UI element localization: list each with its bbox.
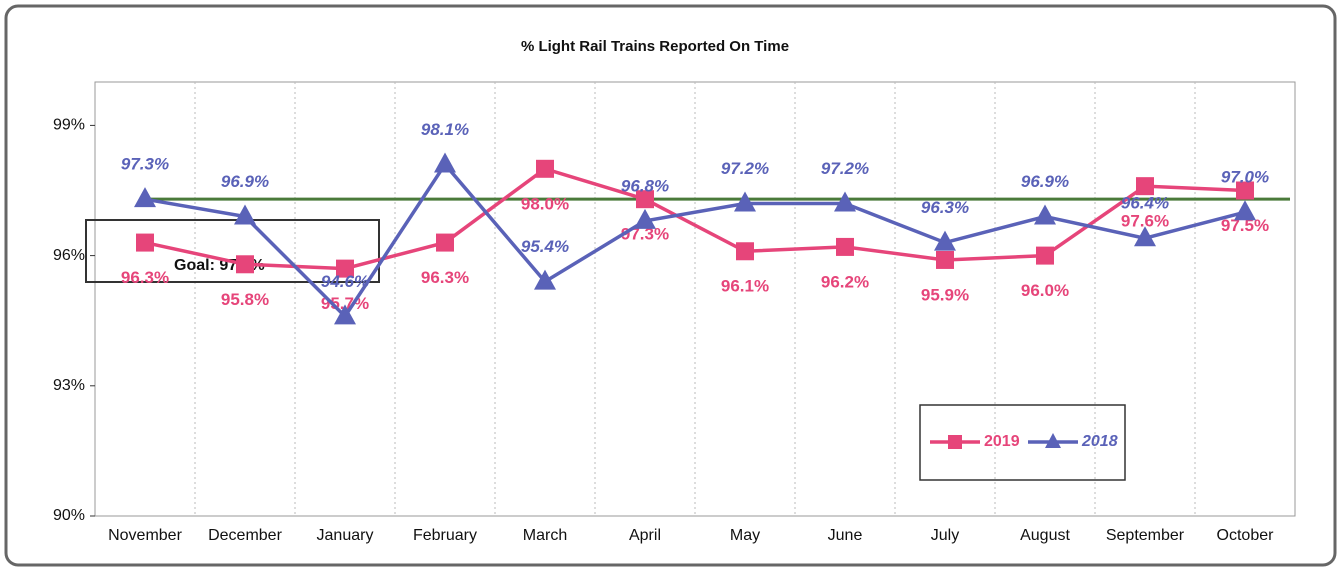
x-tick-label: March xyxy=(523,527,567,544)
data-label: 97.0% xyxy=(1221,168,1269,187)
point xyxy=(534,269,556,290)
point xyxy=(434,152,456,173)
data-label: 97.3% xyxy=(121,155,169,174)
legend-marker xyxy=(1045,433,1061,448)
point xyxy=(1234,200,1256,221)
x-tick-label: July xyxy=(931,527,959,544)
data-label: 96.3% xyxy=(121,268,169,287)
data-label: 97.6% xyxy=(1121,212,1169,231)
legend-label: 2019 xyxy=(984,433,1020,450)
point xyxy=(936,250,954,269)
data-label: 96.8% xyxy=(621,176,669,195)
data-label: 97.2% xyxy=(721,159,769,178)
point xyxy=(1034,204,1056,225)
y-tick-label: 93% xyxy=(53,377,85,394)
data-label: 98.1% xyxy=(421,120,469,139)
x-tick-label: August xyxy=(1020,527,1070,544)
y-tick-label: 99% xyxy=(53,117,85,134)
data-label: 95.8% xyxy=(221,290,269,309)
data-label: 96.3% xyxy=(421,268,469,287)
point xyxy=(934,230,956,251)
point xyxy=(1134,226,1156,247)
frame xyxy=(4,4,1337,567)
data-label: 98.0% xyxy=(521,194,569,213)
x-tick-label: September xyxy=(1106,527,1185,544)
point xyxy=(836,237,854,256)
point xyxy=(1036,246,1054,265)
goal-box xyxy=(85,219,380,283)
data-label: 97.2% xyxy=(821,159,869,178)
data-label: 94.6% xyxy=(321,272,369,291)
data-label: 96.2% xyxy=(821,272,869,291)
point xyxy=(634,208,656,229)
series-line xyxy=(144,161,1246,320)
point xyxy=(336,259,354,278)
data-label: 96.3% xyxy=(921,198,969,217)
x-tick-label: April xyxy=(629,527,661,544)
data-label: 96.9% xyxy=(1021,172,1069,191)
legend-marker xyxy=(948,435,962,449)
legend-label: 2018 xyxy=(1081,433,1118,450)
x-tick-label: June xyxy=(828,527,863,544)
x-tick-label: December xyxy=(208,527,282,544)
data-label: 96.0% xyxy=(1021,281,1069,300)
x-tick-label: February xyxy=(413,527,477,544)
point xyxy=(736,242,754,261)
x-tick-label: October xyxy=(1217,527,1275,544)
point xyxy=(1136,177,1154,196)
point xyxy=(636,190,654,209)
point xyxy=(234,204,256,225)
point xyxy=(334,304,356,325)
data-label: 96.1% xyxy=(721,277,769,296)
series-line xyxy=(144,166,1246,271)
point xyxy=(734,191,756,212)
point xyxy=(236,255,254,274)
point xyxy=(436,233,454,252)
data-label: 96.9% xyxy=(221,172,269,191)
x-tick-label: May xyxy=(730,527,760,544)
chart-title: % Light Rail Trains Reported On Time xyxy=(521,38,789,55)
y-tick-label: 90% xyxy=(53,507,85,524)
legend-box xyxy=(919,404,1126,481)
x-tick-label: January xyxy=(317,527,374,544)
data-label: 95.4% xyxy=(521,237,569,256)
point xyxy=(134,187,156,208)
data-label: 96.4% xyxy=(1121,194,1169,213)
x-tick-label: November xyxy=(108,527,182,544)
point xyxy=(136,233,154,252)
point xyxy=(1236,181,1254,200)
data-label: 95.9% xyxy=(921,285,969,304)
point xyxy=(536,159,554,178)
point xyxy=(834,191,856,212)
data-label: 97.5% xyxy=(1221,216,1269,235)
y-tick-label: 96% xyxy=(53,247,85,264)
